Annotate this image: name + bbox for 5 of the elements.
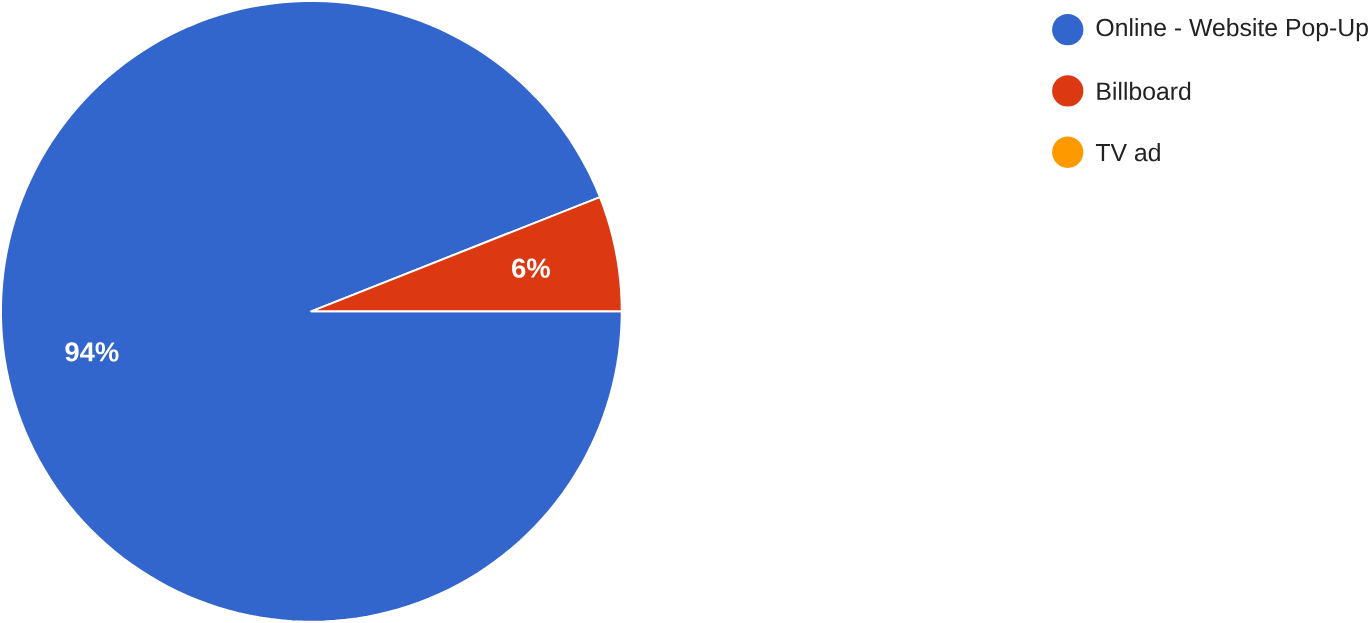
data-label: 6% (512, 258, 550, 279)
legend-label: Billboard (1097, 81, 1191, 101)
data-label: 94% (65, 342, 119, 362)
legend-label: TV ad (1095, 143, 1160, 162)
legend-label: Online - Website Pop-Up (1096, 18, 1368, 42)
